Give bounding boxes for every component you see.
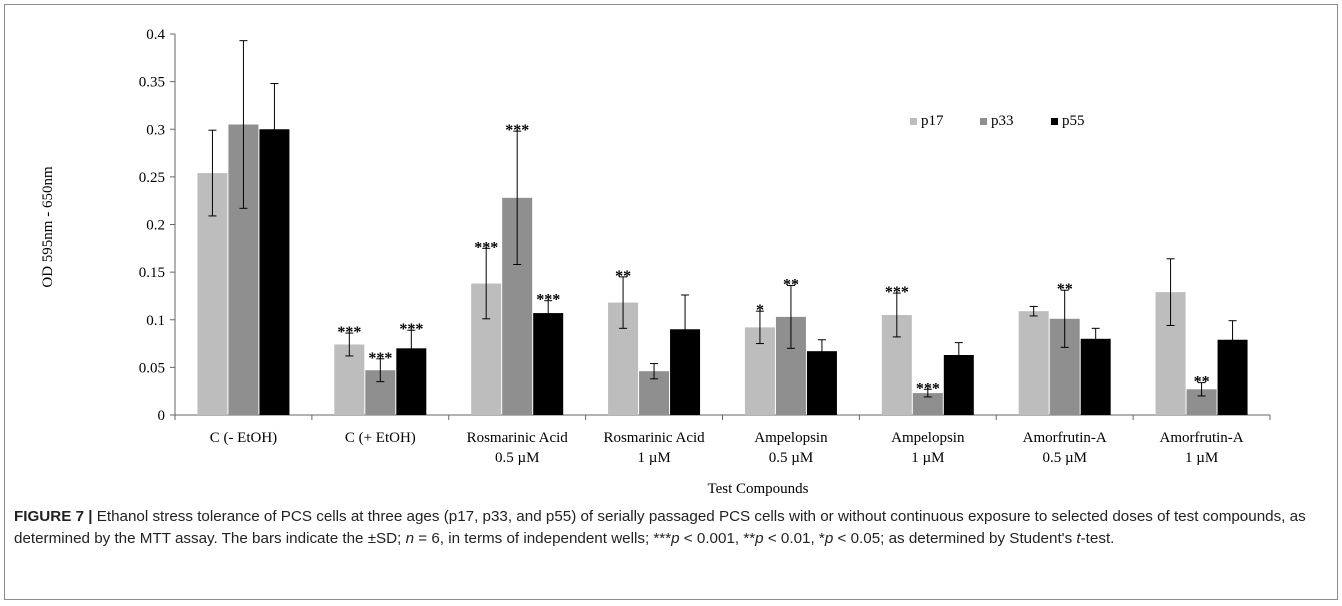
y-axis: 0 0.05 0.1 0.15 0.2 0.25 0.3 0.35 0.4 bbox=[139, 27, 176, 424]
significance-label: ** bbox=[783, 276, 799, 293]
bar-chart: 0 0.05 0.1 0.15 0.2 0.25 0.3 0.35 0.4 C (- EtOH)… bbox=[40, 27, 1271, 497]
legend-label-p33: p33 bbox=[991, 113, 1014, 129]
caption-p1: p bbox=[671, 530, 680, 547]
x-tick-label: Rosmarinic Acid bbox=[467, 430, 569, 446]
bar-p55 bbox=[533, 313, 564, 415]
caption-label: FIGURE 7 | bbox=[14, 508, 93, 525]
figure-caption: FIGURE 7 | Ethanol stress tolerance of P… bbox=[14, 506, 1330, 550]
x-tick-label: 1 µM bbox=[911, 450, 944, 466]
x-tick-label: C (- EtOH) bbox=[210, 430, 278, 446]
significance-label: * bbox=[756, 302, 764, 319]
legend: p17 p33 p55 bbox=[910, 113, 1085, 129]
significance-label: *** bbox=[916, 380, 940, 397]
x-tick-label: Amorfrutin-A bbox=[1023, 430, 1107, 446]
y-tick-label: 0.1 bbox=[146, 313, 165, 329]
caption-t: t bbox=[1076, 530, 1081, 547]
significance-label: *** bbox=[474, 239, 498, 256]
y-tick-label: 0.2 bbox=[146, 218, 165, 234]
caption-n: n bbox=[405, 530, 415, 547]
x-tick-label: C (+ EtOH) bbox=[345, 430, 416, 446]
x-tick-label: 0.5 µM bbox=[769, 450, 813, 466]
y-tick-label: 0.4 bbox=[146, 27, 165, 43]
x-tick-label: Amorfrutin-A bbox=[1159, 430, 1243, 446]
y-tick-label: 0.15 bbox=[139, 265, 165, 281]
caption-text: Ethanol stress tolerance of PCS cells at… bbox=[14, 508, 1306, 547]
caption-text-5: < 0.05; as determined by Student's bbox=[833, 530, 1077, 547]
significance-label: ** bbox=[615, 268, 631, 285]
y-axis-label: OD 595nm - 650nm bbox=[40, 166, 56, 288]
legend-label-p55: p55 bbox=[1062, 113, 1085, 129]
significance-label: ** bbox=[1194, 374, 1210, 391]
y-tick-label: 0.3 bbox=[146, 122, 165, 138]
legend-swatch-p33 bbox=[980, 118, 987, 125]
significance-label: ** bbox=[1057, 281, 1073, 298]
caption-p3: p bbox=[824, 530, 834, 547]
significance-label: *** bbox=[536, 292, 560, 309]
x-tick-label: 0.5 µM bbox=[1042, 450, 1086, 466]
x-axis: C (- EtOH) C (+ EtOH) Rosmarinic Acid 0.5 µ… bbox=[174, 414, 1271, 466]
caption-text-4: < 0.01, * bbox=[763, 530, 825, 547]
caption-p2: p bbox=[755, 530, 764, 547]
significance-label: *** bbox=[885, 284, 909, 301]
y-tick-label: 0.05 bbox=[139, 360, 165, 376]
x-tick-label: 1 µM bbox=[1185, 450, 1218, 466]
x-tick-label: 1 µM bbox=[637, 450, 670, 466]
caption-text-2: = 6, in terms of independent wells; *** bbox=[414, 530, 672, 547]
y-tick-label: 0.25 bbox=[139, 170, 165, 186]
y-tick-label: 0.35 bbox=[139, 75, 165, 91]
significance-label: *** bbox=[337, 324, 361, 341]
caption-text-6: -test. bbox=[1080, 530, 1115, 547]
legend-label-p17: p17 bbox=[921, 113, 944, 129]
y-tick-label: 0 bbox=[158, 408, 166, 424]
legend-swatch-p17 bbox=[910, 118, 917, 125]
legend-swatch-p55 bbox=[1051, 118, 1058, 125]
significance-label: *** bbox=[399, 321, 423, 338]
x-tick-label: Ampelopsin bbox=[891, 430, 965, 446]
caption-text-3: < 0.001, ** bbox=[679, 530, 756, 547]
bars: ********************************* bbox=[197, 40, 1248, 416]
x-tick-label: 0.5 µM bbox=[495, 450, 539, 466]
x-tick-label: Rosmarinic Acid bbox=[603, 430, 705, 446]
bar-p55 bbox=[259, 129, 290, 415]
significance-label: *** bbox=[505, 122, 529, 139]
bar-p55 bbox=[1080, 338, 1111, 415]
bar-p33 bbox=[912, 393, 943, 415]
significance-label: *** bbox=[368, 350, 392, 367]
x-tick-label: Ampelopsin bbox=[754, 430, 828, 446]
bar-p17 bbox=[1018, 311, 1049, 415]
x-axis-label: Test Compounds bbox=[707, 481, 808, 497]
